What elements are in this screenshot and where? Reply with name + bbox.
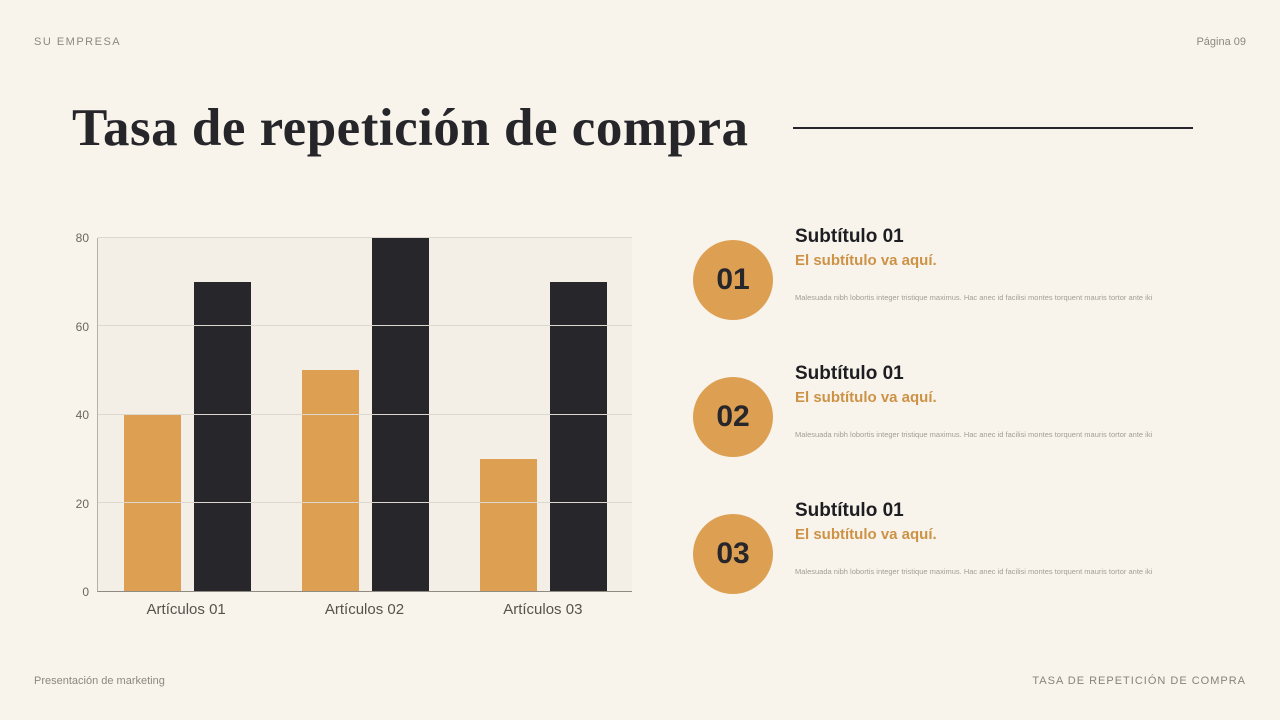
y-tick-label: 0 [82,585,89,599]
bar-group [454,238,632,591]
item-heading: Subtítulo 01 [795,226,904,247]
item-number-badge: 03 [693,514,773,594]
footer-right-label: TASA DE REPETICIÓN DE COMPRA [1032,675,1246,687]
bar-chart: 0 20 40 60 80 Artículos 01 Artículos 02 Artícu… [76,231,632,618]
item-heading: Subtítulo 01 [795,363,904,384]
y-tick-label: 80 [75,231,89,245]
footer-left-label: Presentación de marketing [34,675,165,687]
list-item: 02 Subtítulo 01 El subtítulo va aquí. Ma… [693,363,1193,457]
item-subheading: El subtítulo va aquí. [795,389,937,406]
gridline [98,413,632,415]
chart-groups [98,238,632,591]
bar-group [276,238,454,591]
title-divider-line [793,127,1193,129]
bar-serie-negra [193,282,251,591]
page-title: Tasa de repetición de compra [72,99,749,157]
item-body-text: Malesuada nibh lobortis integer tristiqu… [795,567,1153,576]
x-axis-label: Artículos 03 [503,601,583,618]
bar-group [98,238,276,591]
gridline [98,325,632,327]
bar-serie-naranja [479,458,537,591]
item-number-badge: 02 [693,377,773,457]
x-axis-label: Artículos 02 [324,601,405,618]
item-body-text: Malesuada nibh lobortis integer tristiqu… [795,430,1153,439]
y-tick-label: 20 [75,496,89,511]
bar-serie-negra [549,282,607,591]
numbered-items-list: 01 Subtítulo 01 El subtítulo va aquí. Ma… [693,226,1193,594]
list-item: 01 Subtítulo 01 El subtítulo va aquí. Ma… [693,226,1193,320]
chart-x-labels: Artículos 01 Artículos 02 Artículos 03 [97,592,632,618]
bar-serie-naranja [301,370,359,591]
company-label: SU EMPRESA [34,36,122,48]
item-text-block: Subtítulo 01 El subtítulo va aquí. Males… [795,500,1152,576]
item-subheading: El subtítulo va aquí. [795,526,937,543]
gridline [98,237,632,238]
page-number: Página 09 [1196,36,1246,48]
list-item: 03 Subtítulo 01 El subtítulo va aquí. Ma… [693,500,1193,594]
item-heading: Subtítulo 01 [795,500,904,521]
item-text-block: Subtítulo 01 El subtítulo va aquí. Males… [795,363,1152,439]
item-number-badge: 01 [693,240,773,320]
chart-plot-area [97,237,632,592]
gridline [98,501,632,503]
chart-y-axis: 0 20 40 60 80 [53,231,89,599]
bar-serie-naranja [123,414,181,591]
y-tick-label: 40 [75,408,89,422]
item-subheading: El subtítulo va aquí. [795,252,937,269]
bar-serie-negra [371,238,429,591]
item-body-text: Malesuada nibh lobortis integer tristiqu… [795,293,1153,302]
item-text-block: Subtítulo 01 El subtítulo va aquí. Males… [795,226,1152,302]
x-axis-label: Artículos 01 [146,601,226,618]
y-tick-label: 60 [75,319,89,334]
